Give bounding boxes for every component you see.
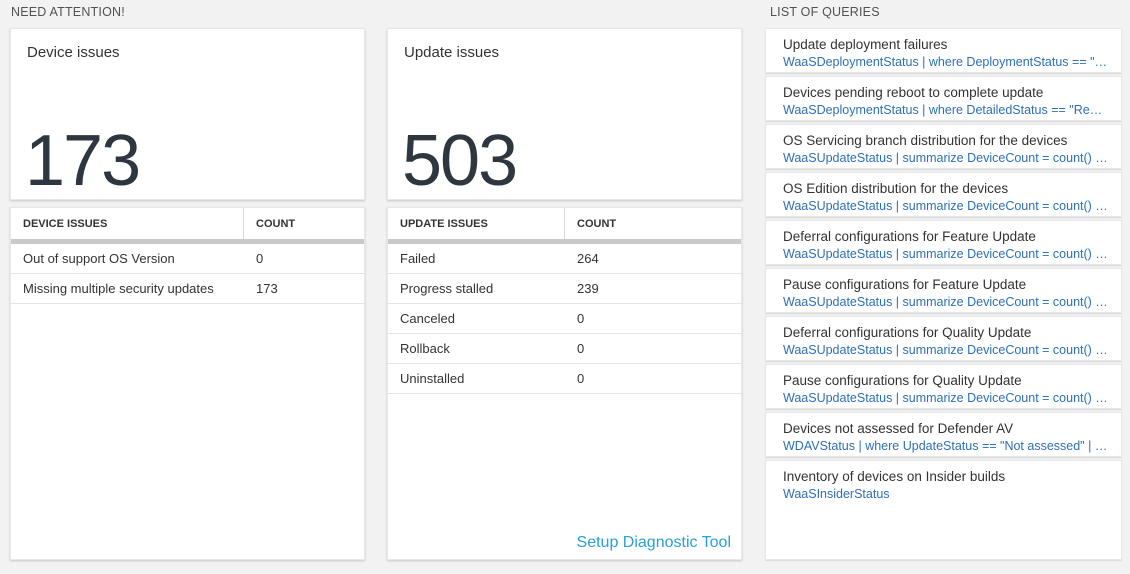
query-item[interactable]: Deferral configurations for Quality Upda… [765, 316, 1122, 361]
table-row[interactable]: Progress stalled 239 [388, 274, 741, 304]
column-header-issues: DEVICE ISSUES [11, 208, 244, 239]
query-title: OS Servicing branch distribution for the… [783, 133, 1068, 148]
query-text: WaaSUpdateStatus | summarize DeviceCount… [783, 151, 1109, 165]
column-header-count: COUNT [256, 217, 296, 230]
table-body: Failed 264 Progress stalled 239 Canceled… [388, 244, 741, 394]
query-title: Devices not assessed for Defender AV [783, 421, 1014, 436]
row-count: 264 [577, 251, 599, 266]
table-row[interactable]: Canceled 0 [388, 304, 741, 334]
list-of-queries-header: LIST OF QUERIES [770, 5, 880, 19]
query-text: WaaSDeploymentStatus | where DeploymentS… [783, 55, 1109, 69]
device-issues-title: Device issues [27, 44, 120, 61]
table-row[interactable]: Uninstalled 0 [388, 364, 741, 394]
row-count: 0 [256, 251, 264, 266]
row-count: 173 [256, 281, 278, 296]
row-count: 0 [577, 341, 585, 356]
query-title: OS Edition distribution for the devices [783, 181, 1009, 196]
query-item[interactable]: Devices not assessed for Defender AV WDA… [765, 412, 1122, 457]
query-text: WaaSDeploymentStatus | where DetailedSta… [783, 103, 1109, 117]
update-issues-table: UPDATE ISSUES COUNT Failed 264 Progress … [387, 207, 742, 560]
update-issues-title: Update issues [404, 44, 500, 61]
device-issues-tile[interactable]: Device issues 173 [10, 28, 365, 200]
table-scrollbar[interactable] [388, 239, 741, 244]
update-issues-section: Update issues 503 UPDATE ISSUES COUNT Fa… [387, 28, 742, 560]
query-title: Deferral configurations for Quality Upda… [783, 325, 1032, 340]
query-item[interactable]: Inventory of devices on Insider builds W… [765, 460, 1122, 560]
query-text: WaaSUpdateStatus | summarize DeviceCount… [783, 199, 1109, 213]
device-issues-table: DEVICE ISSUES COUNT Out of support OS Ve… [10, 207, 365, 560]
update-issues-tile[interactable]: Update issues 503 [387, 28, 742, 200]
query-text: WaaSUpdateStatus | summarize DeviceCount… [783, 247, 1109, 261]
row-label: Rollback [400, 341, 450, 356]
row-label: Failed [400, 251, 436, 266]
device-issues-count: 173 [25, 121, 141, 201]
query-item[interactable]: Deferral configurations for Feature Upda… [765, 220, 1122, 265]
table-header: DEVICE ISSUES COUNT [11, 208, 364, 239]
query-item[interactable]: OS Edition distribution for the devices … [765, 172, 1122, 217]
table-header: UPDATE ISSUES COUNT [388, 208, 741, 239]
row-label: Canceled [400, 311, 455, 326]
query-text: WaaSUpdateStatus | summarize DeviceCount… [783, 295, 1109, 309]
need-attention-header: NEED ATTENTION! [11, 5, 125, 19]
table-row[interactable]: Missing multiple security updates 173 [11, 274, 364, 304]
row-label: Missing multiple security updates [23, 281, 214, 296]
query-title: Pause configurations for Feature Update [783, 277, 1027, 292]
query-item[interactable]: Devices pending reboot to complete updat… [765, 76, 1122, 121]
query-title: Inventory of devices on Insider builds [783, 469, 1006, 484]
row-count: 0 [577, 311, 585, 326]
row-count: 0 [577, 371, 585, 386]
update-issues-count: 503 [402, 121, 518, 201]
row-label: Progress stalled [400, 281, 494, 296]
row-count: 239 [577, 281, 599, 296]
query-text: WaaSInsiderStatus [783, 487, 890, 501]
table-body: Out of support OS Version 0 Missing mult… [11, 244, 364, 304]
query-title: Devices pending reboot to complete updat… [783, 85, 1044, 100]
row-label: Out of support OS Version [23, 251, 175, 266]
query-item[interactable]: OS Servicing branch distribution for the… [765, 124, 1122, 169]
table-scrollbar[interactable] [11, 239, 364, 244]
column-header-count: COUNT [577, 217, 617, 230]
table-row[interactable]: Rollback 0 [388, 334, 741, 364]
query-list: Update deployment failures WaaSDeploymen… [765, 28, 1122, 560]
query-text: WaaSUpdateStatus | summarize DeviceCount… [783, 343, 1109, 357]
query-item[interactable]: Pause configurations for Feature Update … [765, 268, 1122, 313]
query-title: Deferral configurations for Feature Upda… [783, 229, 1036, 244]
query-title: Pause configurations for Quality Update [783, 373, 1022, 388]
setup-diagnostic-tool-link[interactable]: Setup Diagnostic Tool [576, 534, 731, 551]
column-header-issues: UPDATE ISSUES [388, 208, 565, 239]
query-text: WaaSUpdateStatus | summarize DeviceCount… [783, 391, 1109, 405]
table-row[interactable]: Failed 264 [388, 244, 741, 274]
row-label: Uninstalled [400, 371, 465, 386]
query-item[interactable]: Pause configurations for Quality Update … [765, 364, 1122, 409]
table-row[interactable]: Out of support OS Version 0 [11, 244, 364, 274]
query-title: Update deployment failures [783, 37, 948, 52]
device-issues-section: Device issues 173 DEVICE ISSUES COUNT Ou… [10, 28, 365, 560]
queries-section: Update deployment failures WaaSDeploymen… [765, 28, 1122, 560]
query-item[interactable]: Update deployment failures WaaSDeploymen… [765, 28, 1122, 73]
query-text: WDAVStatus | where UpdateStatus == "Not … [783, 439, 1109, 453]
